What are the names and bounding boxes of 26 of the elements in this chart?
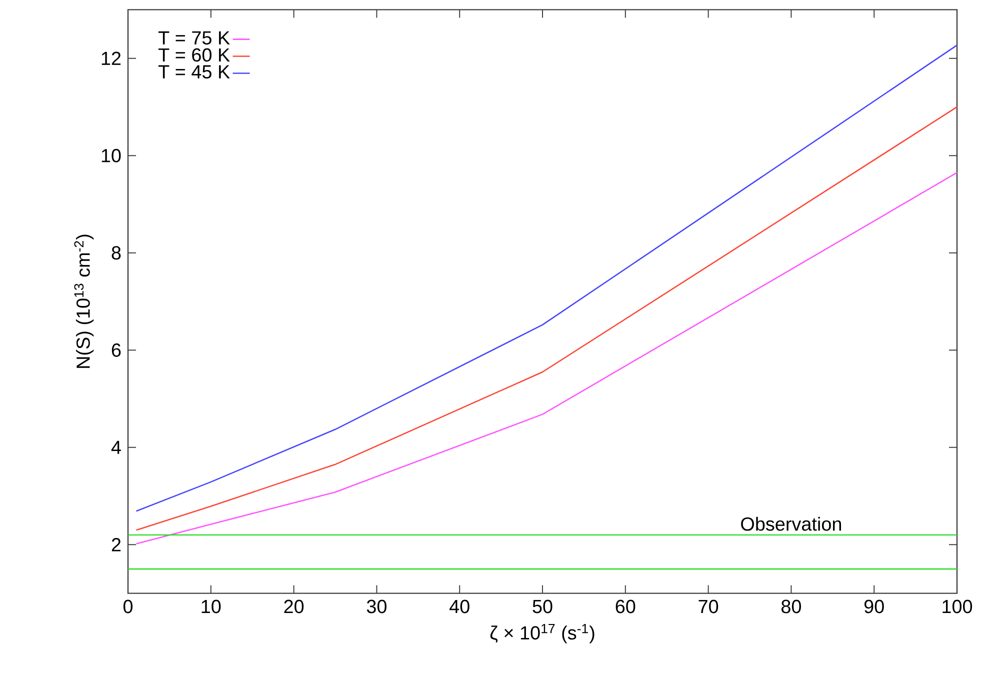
x-tick-label: 70	[698, 600, 718, 614]
x-tick-label: 20	[284, 600, 304, 614]
y-tick-label: 12	[102, 52, 121, 65]
x-tick-label: 50	[532, 600, 552, 614]
y-tick-label: 2	[112, 538, 121, 552]
legend-label: T = 75 K	[158, 31, 230, 45]
y-tick-label: 4	[111, 440, 121, 454]
x-tick-label: 60	[616, 600, 636, 614]
ref-line-label: Observation	[741, 516, 841, 531]
x-tick-label: 80	[782, 600, 801, 614]
x-tick-label: 30	[366, 600, 386, 614]
y-tick-label: 6	[112, 343, 121, 357]
x-tick-label: 40	[450, 600, 470, 614]
y-axis-title: N(S) (10$^{13}$ cm$^{-2}$)	[74, 234, 94, 368]
line-series	[136, 106, 958, 531]
y-tick-label: 8	[112, 246, 121, 260]
legend-label: T = 60 K	[158, 48, 230, 62]
line-series	[136, 172, 958, 544]
legend-label: T = 45 K	[158, 65, 230, 79]
x-axis-title: ζ × 10$^{17}$ (s$^{-1}$)	[490, 624, 594, 644]
x-tick-label: 90	[864, 600, 884, 614]
y-tick-label: 10	[102, 148, 121, 162]
x-tick-label: 100	[942, 600, 972, 614]
line-series	[136, 44, 958, 512]
x-tick-label: 10	[202, 600, 221, 614]
x-tick-label: 0	[123, 600, 133, 614]
